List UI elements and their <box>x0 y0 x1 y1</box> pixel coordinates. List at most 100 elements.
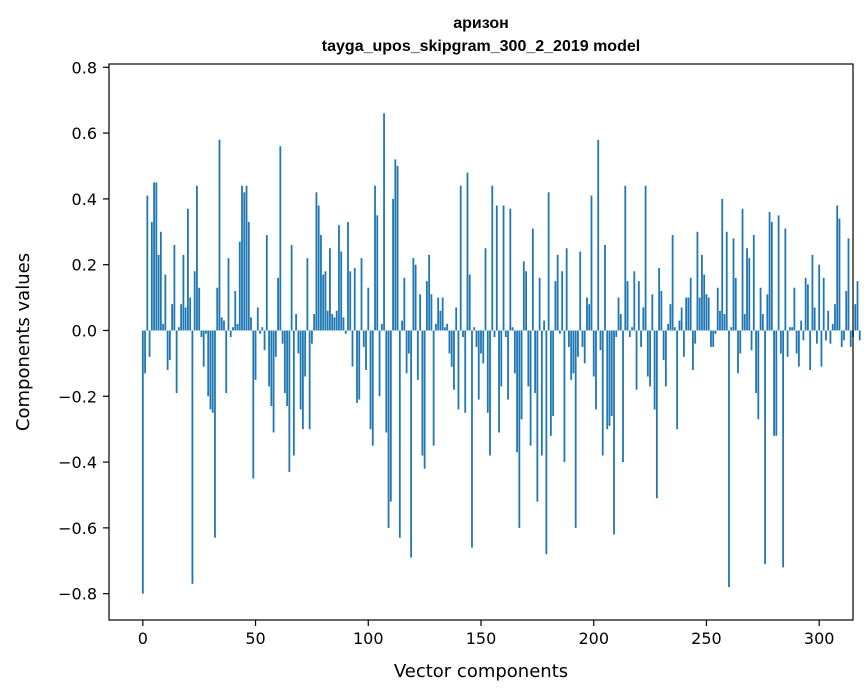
bar <box>389 330 392 502</box>
bar <box>362 330 365 347</box>
bar <box>272 330 275 433</box>
bar <box>299 330 302 410</box>
bar <box>218 139 221 331</box>
bar <box>511 327 514 331</box>
bar <box>367 287 370 331</box>
x-axis-ticks: 0 50 100 150 200 250 300 <box>138 620 834 648</box>
bar <box>326 310 329 331</box>
bar <box>653 330 656 410</box>
bar <box>182 254 185 331</box>
bar <box>513 330 516 374</box>
y-axis-label: Components values <box>13 253 34 431</box>
bar <box>784 228 787 331</box>
bar <box>800 320 803 331</box>
bar <box>189 297 192 331</box>
bar <box>441 297 444 331</box>
bar <box>737 330 739 374</box>
bar <box>529 330 532 446</box>
bar <box>491 185 494 331</box>
bar <box>173 244 176 331</box>
bar <box>766 294 769 331</box>
bar <box>450 330 453 367</box>
bar <box>401 320 403 331</box>
bar <box>538 277 541 331</box>
bar <box>340 251 343 331</box>
bar <box>347 221 349 331</box>
bar <box>644 185 647 331</box>
bar <box>150 221 153 331</box>
bar <box>358 330 361 400</box>
bar <box>198 287 201 331</box>
bar <box>635 330 638 390</box>
bar <box>320 235 322 331</box>
bar <box>509 208 512 331</box>
bar <box>322 274 325 331</box>
bar <box>444 327 446 331</box>
bar <box>477 330 480 400</box>
bar <box>581 330 584 347</box>
bar <box>164 274 167 331</box>
bar <box>279 146 282 331</box>
bar <box>770 221 773 331</box>
bar <box>159 231 162 331</box>
bar <box>592 330 595 377</box>
bar <box>403 277 406 331</box>
bar <box>171 304 174 331</box>
bar <box>779 330 782 354</box>
bar <box>836 205 839 331</box>
bar <box>333 317 336 331</box>
bar <box>414 264 417 331</box>
bar <box>141 330 144 594</box>
bar <box>495 205 498 331</box>
y-tick-label: 0.0 <box>72 321 97 340</box>
bar <box>329 248 331 331</box>
bar <box>462 330 464 338</box>
bar <box>500 330 503 387</box>
bar <box>295 314 298 331</box>
bar <box>710 330 712 347</box>
bar <box>209 330 212 410</box>
bar <box>741 208 744 331</box>
bar <box>412 258 415 331</box>
bar <box>687 297 690 331</box>
bar <box>286 330 289 407</box>
bar <box>196 185 198 331</box>
bar <box>588 304 591 331</box>
bar <box>378 330 381 397</box>
bar <box>825 330 827 341</box>
bar <box>356 330 358 403</box>
bar <box>383 113 385 331</box>
bar <box>849 330 852 347</box>
bar <box>595 330 597 410</box>
bar <box>265 235 268 331</box>
bar <box>351 330 354 367</box>
bar <box>660 291 663 331</box>
x-tick-label: 250 <box>691 629 722 648</box>
bar <box>597 139 600 331</box>
bar <box>802 330 805 341</box>
bar <box>534 330 537 393</box>
bar <box>601 330 604 456</box>
bar <box>430 294 433 331</box>
bar <box>615 330 618 338</box>
bar <box>421 330 424 456</box>
x-tick-label: 0 <box>138 629 148 648</box>
bar <box>453 330 455 390</box>
bar <box>439 310 442 331</box>
bar <box>428 254 431 331</box>
bar <box>669 304 672 331</box>
bar <box>626 281 629 331</box>
bar <box>229 330 232 338</box>
bar <box>750 330 753 351</box>
bar <box>827 310 830 331</box>
bar <box>545 330 548 555</box>
bar <box>437 297 440 331</box>
bar <box>791 327 794 331</box>
bar <box>241 185 243 331</box>
bar <box>540 330 543 456</box>
bar <box>245 185 248 331</box>
y-tick-label: 0.4 <box>72 190 97 209</box>
bar <box>392 198 394 331</box>
bar <box>531 228 534 331</box>
bar <box>820 330 823 367</box>
